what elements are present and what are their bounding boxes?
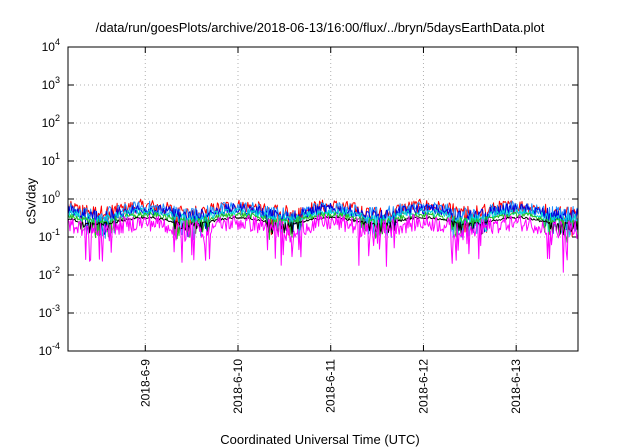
series-line-6 xyxy=(67,214,579,273)
y-tick-label: 10-2 xyxy=(39,265,60,282)
y-tick-label: 104 xyxy=(42,37,60,54)
series-line-3 xyxy=(67,207,579,240)
x-tick-label: 2018-6-12 xyxy=(416,359,430,414)
y-tick-label: 10-4 xyxy=(39,341,60,358)
y-tick-label: 10-1 xyxy=(39,227,60,244)
y-tick-label: 100 xyxy=(42,189,60,206)
series-line-4 xyxy=(67,211,579,243)
x-tick-label: 2018-6-11 xyxy=(324,359,338,413)
y-tick-label: 101 xyxy=(42,151,60,168)
x-tick-label: 2018-6-9 xyxy=(138,359,152,407)
x-tick-label: 2018-6-13 xyxy=(509,359,523,414)
x-tick-label: 2018-6-10 xyxy=(231,359,245,414)
plot-frame xyxy=(67,46,579,352)
y-tick-label: 103 xyxy=(42,75,60,92)
series-line-5 xyxy=(67,216,579,236)
y-tick-label: 10-3 xyxy=(39,303,60,320)
series-line-1 xyxy=(67,200,579,239)
chart-title: /data/run/goesPlots/archive/2018-06-13/1… xyxy=(95,20,545,35)
y-tick-label: 102 xyxy=(42,113,60,130)
x-axis-label: Coordinated Universal Time (UTC) xyxy=(220,432,420,447)
series-line-2 xyxy=(67,203,579,238)
